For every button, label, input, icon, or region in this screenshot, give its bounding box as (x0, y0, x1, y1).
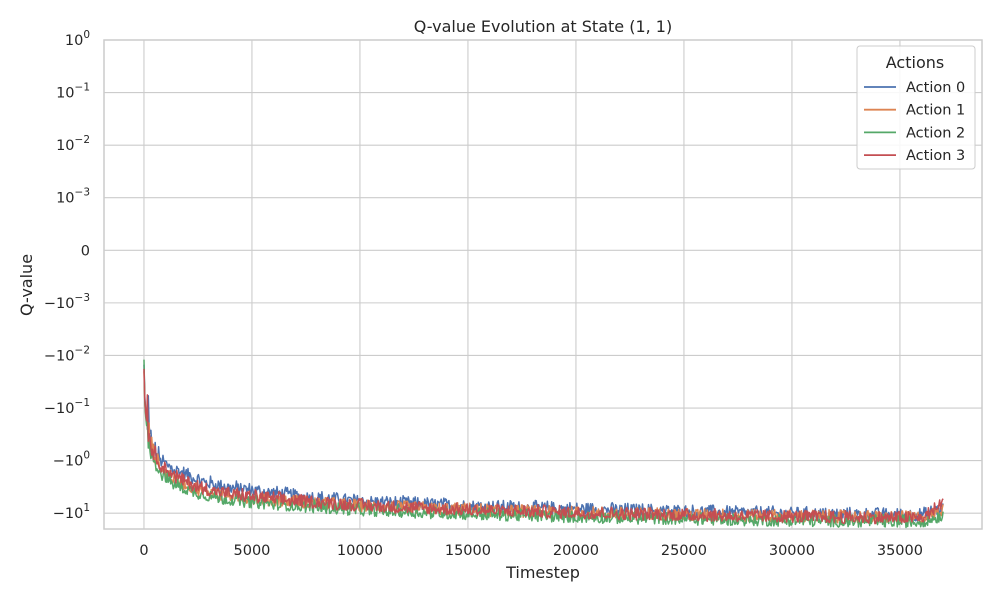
x-tick-label: 0 (139, 543, 148, 559)
y-tick-label: 10−2 (56, 134, 90, 154)
y-tick-labels: 100 10−1 10−2 10−3 0 −10−3 −10−2 −10−1 −100 −101 (44, 29, 90, 522)
legend-entries: Action 0 Action 1 Action 2 Action 3 (864, 80, 965, 164)
y-tick-label: −100 (53, 450, 90, 470)
series-line-action-2 (143, 359, 944, 529)
x-tick-label: 15000 (445, 543, 491, 559)
x-tick-label: 35000 (877, 543, 923, 559)
y-tick-label: 100 (65, 29, 90, 49)
legend-title: Actions (886, 53, 944, 72)
y-tick-label: −10−2 (44, 344, 90, 364)
x-tick-label: 30000 (769, 543, 815, 559)
x-axis-label: Timestep (505, 563, 580, 582)
x-tick-label: 25000 (661, 543, 707, 559)
y-tick-label: −101 (53, 502, 90, 522)
chart-title: Q-value Evolution at State (1, 1) (414, 17, 672, 36)
y-axis-label: Q-value (17, 254, 36, 316)
y-tick-label: −10−3 (44, 292, 90, 312)
x-tick-label: 5000 (234, 543, 271, 559)
y-tick-label: 10−3 (56, 187, 90, 207)
series-line-action-3 (143, 368, 944, 525)
plot-frame (103, 39, 983, 530)
legend-box (856, 45, 976, 170)
legend-label: Action 2 (906, 125, 965, 141)
legend-label: Action 3 (906, 148, 965, 164)
y-tick-label: 10−1 (56, 82, 90, 102)
legend-label: Action 0 (906, 80, 965, 96)
y-tick-label: 0 (81, 243, 90, 259)
x-tick-labels: 0 5000 10000 15000 20000 25000 30000 35000 (139, 543, 923, 559)
legend: Actions Action 0 Action 1 Action 2 Action 3 (856, 45, 976, 170)
y-tick-label: −10−1 (44, 397, 90, 417)
legend-label: Action 1 (906, 103, 965, 119)
series-lines (143, 359, 944, 529)
x-tick-label: 20000 (553, 543, 599, 559)
x-tick-label: 10000 (337, 543, 383, 559)
